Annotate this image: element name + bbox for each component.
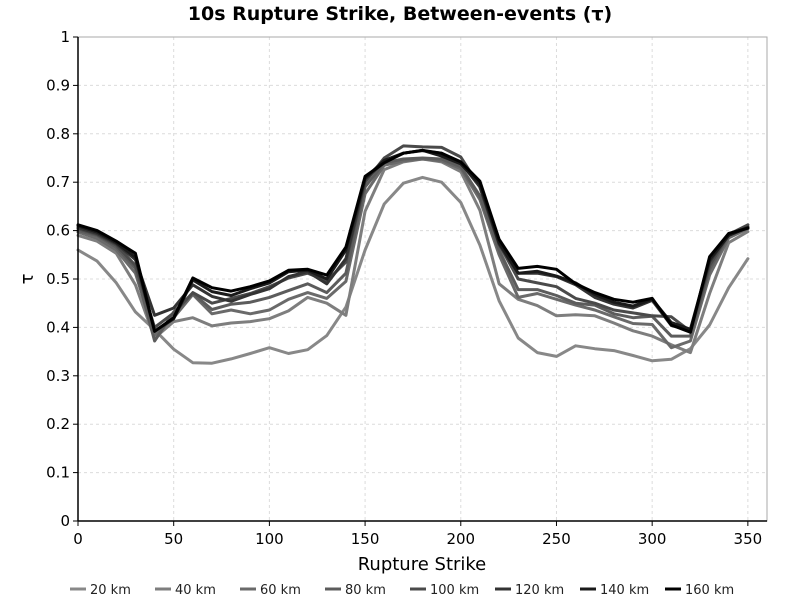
series-line-5 [76, 144, 750, 333]
legend-label: 120 km [515, 583, 564, 598]
legend-label: 40 km [175, 583, 216, 598]
legend-label: 60 km [260, 583, 301, 598]
x-tick-label: 150 [351, 530, 380, 548]
series-lines [76, 144, 750, 365]
legend-item: 80 km [325, 583, 386, 598]
x-tick-label: 100 [255, 530, 284, 548]
grid [78, 37, 767, 521]
series-line-1 [76, 175, 750, 365]
legend-item: 60 km [240, 583, 301, 598]
x-tick-label: 200 [446, 530, 475, 548]
y-tick-label: 0.6 [46, 222, 70, 240]
legend-item: 160 km [665, 583, 734, 598]
y-tick-label: 0 [60, 512, 70, 530]
x-tick-label: 350 [734, 530, 763, 548]
series-line-6 [76, 149, 750, 332]
legend-label: 80 km [345, 583, 386, 598]
legend-item: 120 km [495, 583, 564, 598]
legend-label: 100 km [430, 583, 479, 598]
legend-item: 20 km [70, 583, 131, 598]
y-tick-label: 0.2 [46, 415, 70, 433]
legend-label: 140 km [600, 583, 649, 598]
axes [73, 36, 767, 526]
series-line-8 [76, 148, 750, 334]
tick-labels: 0 0.1 0.2 0.3 0.4 0.5 0.6 0.7 0.8 0.9 1 0 50 100 150 20… [46, 28, 762, 548]
legend-item: 100 km [410, 583, 479, 598]
x-tick-label: 0 [73, 530, 83, 548]
legend-item: 140 km [580, 583, 649, 598]
legend: 20 km 40 km 60 km 80 km 100 km 120 km 140 km 16… [70, 583, 734, 598]
legend-item: 40 km [155, 583, 216, 598]
chart-title: 10s Rupture Strike, Between-events (τ) [188, 3, 612, 25]
x-axis-label: Rupture Strike [358, 554, 487, 575]
x-tick-label: 250 [542, 530, 571, 548]
y-tick-label: 1 [60, 28, 70, 46]
y-tick-label: 0.9 [46, 76, 70, 94]
y-tick-label: 0.4 [46, 318, 70, 336]
y-tick-label: 0.7 [46, 173, 70, 191]
x-tick-label: 50 [164, 530, 183, 548]
y-tick-label: 0.1 [46, 464, 70, 482]
y-tick-label: 0.5 [46, 270, 70, 288]
legend-label: 160 km [685, 583, 734, 598]
x-tick-label: 300 [638, 530, 667, 548]
legend-label: 20 km [90, 583, 131, 598]
y-tick-label: 0.3 [46, 367, 70, 385]
y-axis-label: τ [17, 274, 38, 285]
y-tick-label: 0.8 [46, 125, 70, 143]
